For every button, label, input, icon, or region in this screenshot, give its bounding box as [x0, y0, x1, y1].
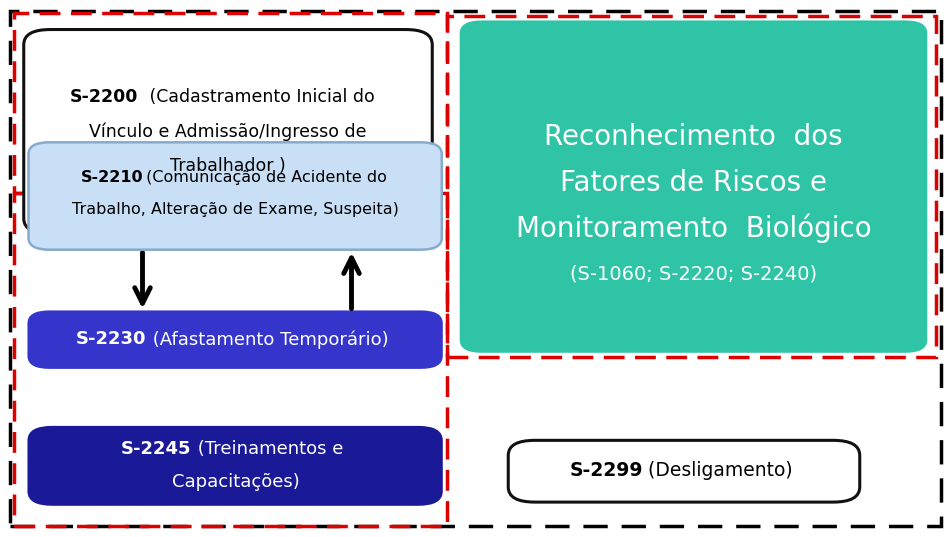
- FancyBboxPatch shape: [24, 30, 432, 234]
- Text: S-2299: S-2299: [570, 461, 643, 481]
- Text: S-2200: S-2200: [69, 88, 138, 106]
- FancyBboxPatch shape: [28, 142, 442, 250]
- Text: (S-1060; S-2220; S-2240): (S-1060; S-2220; S-2240): [570, 264, 817, 284]
- Text: Trabalho, Alteração de Exame, Suspeita): Trabalho, Alteração de Exame, Suspeita): [72, 202, 399, 217]
- FancyBboxPatch shape: [10, 11, 940, 526]
- Text: (Desligamento): (Desligamento): [642, 461, 793, 481]
- Text: (Treinamentos e: (Treinamentos e: [193, 440, 344, 459]
- Text: Monitoramento  Biológico: Monitoramento Biológico: [516, 214, 871, 243]
- Text: S-2210: S-2210: [82, 170, 144, 185]
- Text: Reconhecimento  dos: Reconhecimento dos: [544, 123, 843, 151]
- Text: Trabalhador ): Trabalhador ): [170, 157, 286, 176]
- Text: (Cadastramento Inicial do: (Cadastramento Inicial do: [143, 88, 374, 106]
- FancyBboxPatch shape: [28, 311, 442, 368]
- FancyBboxPatch shape: [508, 440, 860, 502]
- Text: S-2245: S-2245: [121, 440, 191, 459]
- Text: Capacitações): Capacitações): [172, 473, 299, 491]
- FancyBboxPatch shape: [28, 427, 442, 505]
- Text: (Comunicação de Acidente do: (Comunicação de Acidente do: [142, 170, 388, 185]
- Text: (Afastamento Temporário): (Afastamento Temporário): [147, 330, 389, 349]
- FancyBboxPatch shape: [461, 21, 926, 352]
- Text: Fatores de Riscos e: Fatores de Riscos e: [560, 169, 827, 197]
- Text: Vínculo e Admissão/Ingresso de: Vínculo e Admissão/Ingresso de: [89, 122, 367, 141]
- Text: S-2230: S-2230: [76, 330, 146, 349]
